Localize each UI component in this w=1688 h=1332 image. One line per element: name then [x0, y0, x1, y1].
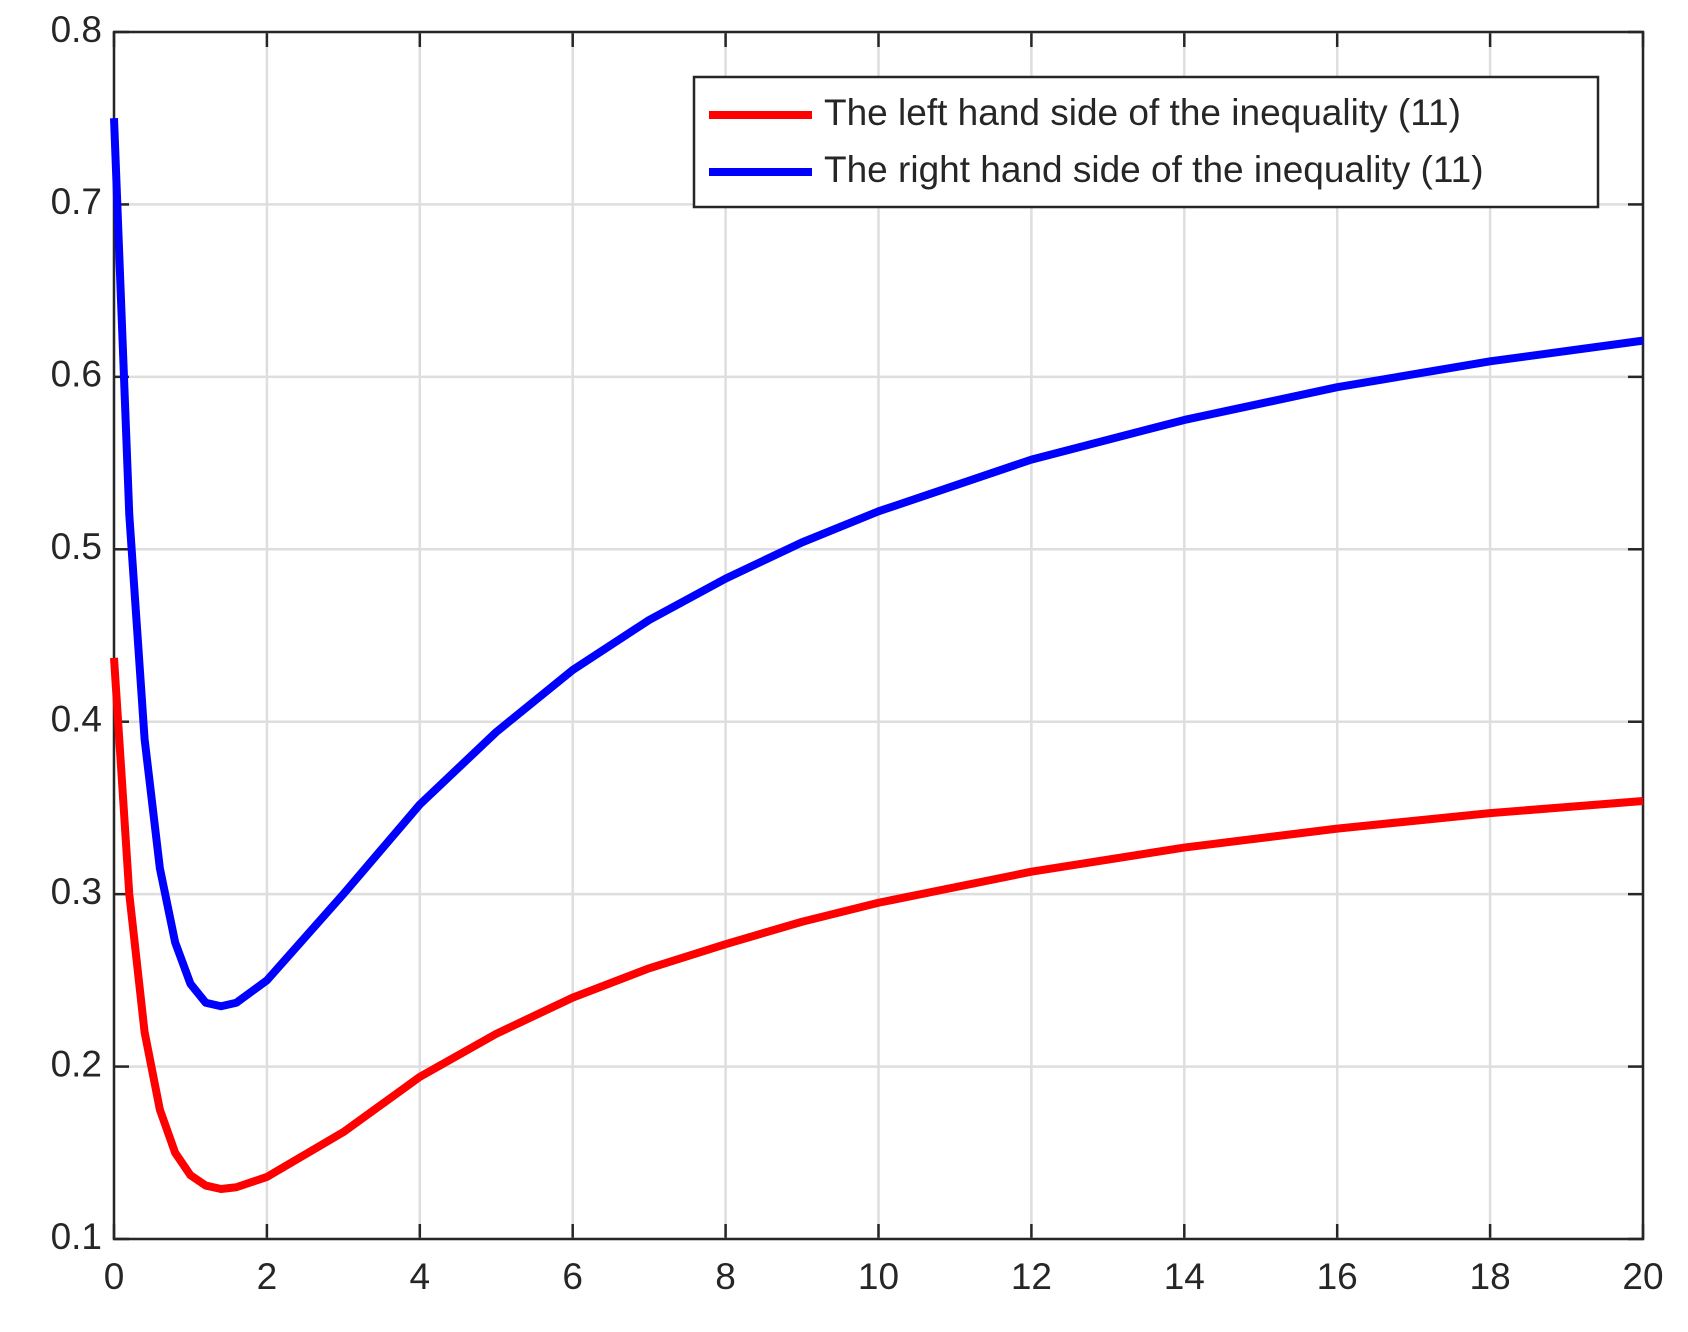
y-tick-label: 0.3	[51, 871, 102, 912]
x-tick-label: 12	[1011, 1256, 1052, 1297]
legend-label: The left hand side of the inequality (11…	[824, 92, 1461, 133]
series-line	[110, 657, 1644, 1193]
x-tick-label: 0	[104, 1256, 125, 1297]
x-tick-label: 2	[257, 1256, 278, 1297]
x-tick-label: 6	[562, 1256, 583, 1297]
x-tick-label: 16	[1317, 1256, 1358, 1297]
x-tick-label: 20	[1622, 1256, 1663, 1297]
x-tick-label: 10	[858, 1256, 899, 1297]
series-line	[110, 118, 1644, 1011]
x-tick-label: 18	[1470, 1256, 1511, 1297]
x-tick-label: 4	[410, 1256, 431, 1297]
y-tick-label: 0.8	[51, 9, 102, 50]
plot-frame	[112, 30, 1645, 1241]
y-tick-label: 0.6	[51, 354, 102, 395]
x-tick-label: 8	[715, 1256, 736, 1297]
legend-box	[692, 75, 1600, 209]
y-tick-label: 0.7	[51, 181, 102, 222]
y-tick-label: 0.2	[51, 1043, 102, 1084]
x-tick-label: 14	[1164, 1256, 1205, 1297]
y-tick-label: 0.1	[51, 1216, 102, 1257]
legend-label: The right hand side of the inequality (1…	[824, 149, 1484, 190]
y-tick-label: 0.4	[51, 698, 102, 739]
y-tick-label: 0.5	[51, 526, 102, 567]
